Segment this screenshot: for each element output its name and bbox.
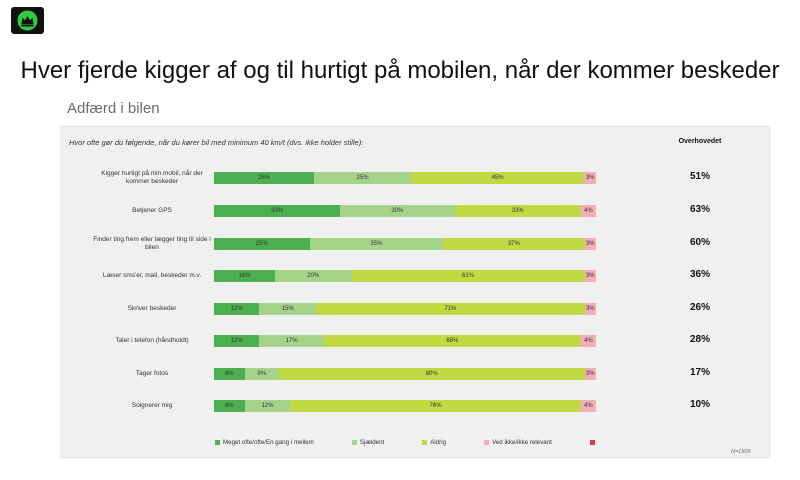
legend-swatch — [484, 440, 490, 445]
legend-label: Aldrig — [430, 439, 447, 446]
bar-segment: 26% — [214, 172, 315, 184]
category-label: Taler i telefon (håndholdt) — [115, 337, 189, 344]
bar-segment: 16% — [214, 270, 276, 282]
bar-segment: 3% — [584, 238, 596, 250]
category-label: Soignerer mig — [131, 402, 173, 409]
overall-value: 63% — [689, 204, 710, 215]
bar-segment: 12% — [244, 400, 291, 412]
subtitle: Adfærd i bilen — [67, 100, 160, 117]
bar-segment: 4% — [580, 205, 596, 217]
bar-segment: 20% — [275, 270, 352, 282]
legend-item: Sjældent — [351, 439, 385, 446]
stacked-bar: 33% 30% 33% 4% — [214, 205, 596, 217]
stacked-bar: 8% 12% 76% 4% — [214, 400, 596, 412]
bar-segment: 4% — [580, 335, 596, 347]
legend-swatch — [422, 440, 428, 445]
category-label: Tager fotos — [135, 370, 169, 377]
legend-item: Meget ofte/ofte/En gang i mellem — [215, 439, 314, 446]
overall-value: 60% — [689, 237, 710, 248]
legend-item: Ved ikke/ikke relevant — [484, 439, 552, 446]
legend-label: Sjældent — [359, 439, 385, 446]
logo — [11, 7, 44, 34]
bar-segment: 8% — [214, 368, 245, 380]
category-label: Skriver beskeder — [127, 305, 177, 312]
bar-segment: 37% — [443, 238, 585, 250]
category-label: Betjener GPS — [132, 207, 172, 214]
overall-value: 26% — [689, 302, 710, 313]
bar-segment: 17% — [259, 335, 324, 347]
legend-label: Meget ofte/ofte/En gang i mellem — [223, 439, 314, 446]
legend-swatch — [589, 440, 595, 445]
bar-segment: 33% — [454, 205, 581, 217]
legend-label: Ved ikke/ikke relevant — [492, 439, 552, 446]
legend-swatch — [215, 440, 220, 445]
bar-segment: 45% — [410, 172, 585, 184]
bar-segment: 35% — [309, 238, 444, 250]
bar-segment: 25% — [214, 238, 310, 250]
overall-value: 51% — [689, 171, 710, 182]
legend-swatch — [351, 440, 357, 445]
overall-value: 28% — [689, 334, 710, 345]
stacked-bar: 25% 35% 37% 3% — [214, 238, 596, 250]
bar-segment: 12% — [214, 303, 260, 315]
bar-segment: 9% — [244, 368, 279, 380]
bar-segment: 71% — [316, 303, 585, 315]
bar-segment: 3% — [584, 270, 596, 282]
bar-segment: 3% — [584, 303, 596, 315]
headline: Hver fjerde kigger af og til hurtigt på … — [20, 57, 780, 84]
stacked-bar: 12% 15% 71% 3% — [214, 303, 596, 315]
bar-segment: 15% — [259, 303, 317, 315]
bar-segment: 30% — [340, 205, 455, 217]
stacked-bar: 8% 9% 80% 3% — [214, 368, 596, 380]
overall-value: 10% — [689, 399, 710, 410]
overall-header: Overhovedet — [678, 138, 722, 145]
bar-segment: 76% — [290, 400, 581, 412]
category-label: Læser sms'er, mail, beskeder m.v. — [102, 272, 202, 279]
bar-segment: 3% — [584, 172, 596, 184]
overall-value: 17% — [689, 367, 710, 378]
overall-value: 36% — [689, 269, 710, 280]
bar-segment: 8% — [214, 400, 245, 412]
bar-segment: 3% — [584, 368, 596, 380]
bar-segment: 33% — [214, 205, 341, 217]
crown-emblem-icon — [17, 10, 38, 31]
sample-size-note: N=1509 — [731, 449, 751, 455]
bar-segment: 68% — [323, 335, 581, 347]
bar-segment: 80% — [278, 368, 585, 380]
stacked-bar: 16% 20% 61% 3% — [214, 270, 596, 282]
stacked-bar: 26% 25% 45% 3% — [214, 172, 596, 184]
legend: Meget ofte/ofte/En gang i mellem Sjældent… — [215, 439, 598, 446]
category-label: Finder ting frem eller lægger ting til s… — [93, 236, 211, 251]
category-label: Kigger hurtigt på min mobil, når der kom… — [101, 170, 203, 185]
bar-segment: 25% — [314, 172, 411, 184]
chart-title: Hvor ofte gør du følgende, når du kører … — [69, 138, 364, 147]
stacked-bar: 12% 17% 68% 4% — [214, 335, 596, 347]
legend-item: Aldrig — [422, 439, 446, 446]
bar-segment: 12% — [214, 335, 260, 347]
bar-segment: 61% — [351, 270, 585, 282]
bar-segment: 4% — [580, 400, 596, 412]
